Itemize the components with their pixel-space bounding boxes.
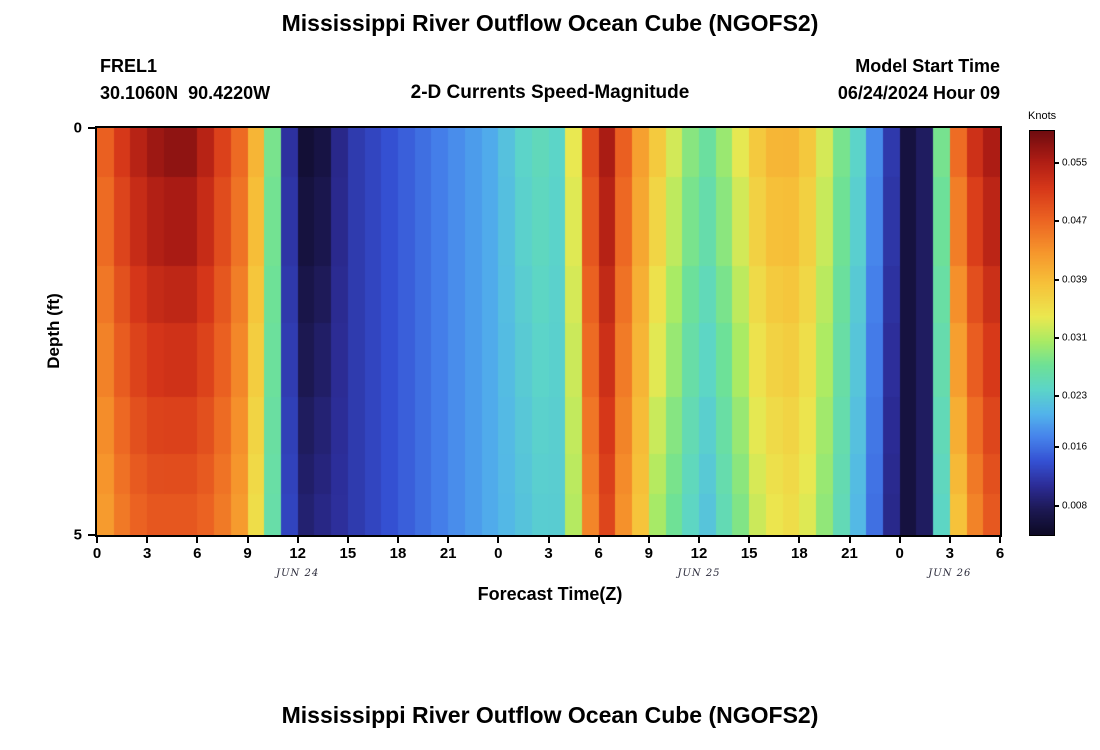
- x-tick-label: 6: [995, 545, 1005, 562]
- page-title: Mississippi River Outflow Ocean Cube (NG…: [281, 10, 819, 36]
- x-tick-label: 15: [740, 545, 758, 562]
- x-date-label: JUN 25: [677, 568, 721, 579]
- x-tick-label: 21: [439, 545, 457, 562]
- x-tick-mark: [447, 537, 450, 543]
- model-start-time-label: Model Start Time: [855, 56, 1000, 76]
- x-tick-mark: [848, 537, 851, 543]
- x-tick-label: 0: [895, 545, 904, 562]
- x-tick-label: 0: [92, 545, 102, 562]
- station-id: FREL1: [100, 56, 158, 76]
- colorbar-tick-mark: [1055, 278, 1059, 281]
- x-tick-mark: [296, 537, 299, 543]
- x-tick-mark: [246, 537, 249, 543]
- colorbar-title: Knots: [1028, 110, 1057, 122]
- x-tick-label: 15: [339, 545, 357, 562]
- x-tick-mark: [698, 537, 700, 543]
- heatmap-plot-area: [95, 126, 1002, 537]
- colorbar-tick-label: 0.047: [1062, 215, 1088, 227]
- x-tick-mark: [748, 537, 751, 543]
- x-tick-label: 9: [243, 545, 252, 562]
- x-tick-label: 9: [644, 545, 653, 562]
- colorbar-tick-label: 0.023: [1062, 390, 1088, 402]
- colorbar-tick-label: 0.039: [1062, 274, 1088, 286]
- y-tick-mark: [88, 534, 95, 536]
- x-tick-mark: [948, 537, 951, 543]
- x-tick-label: 6: [193, 545, 202, 562]
- colorbar-tick-mark: [1055, 162, 1059, 165]
- colorbar-tick-mark: [1055, 504, 1059, 507]
- colorbar: [1029, 130, 1055, 536]
- plot-subtitle: 2-D Currents Speed-Magnitude: [410, 82, 690, 103]
- x-tick-mark: [346, 537, 349, 543]
- colorbar-tick-mark: [1055, 220, 1059, 223]
- colorbar-tick-mark: [1055, 337, 1059, 340]
- x-tick-mark: [999, 537, 1001, 543]
- x-tick-mark: [96, 537, 98, 543]
- colorbar-tick-label: 0.008: [1062, 500, 1088, 512]
- y-tick-mark: [88, 127, 95, 129]
- heatmap-canvas: [97, 128, 1000, 535]
- x-tick-label: 3: [544, 545, 553, 562]
- x-tick-label: 3: [945, 545, 954, 562]
- x-tick-mark: [798, 537, 801, 543]
- y-axis-label: Depth (ft): [44, 293, 63, 369]
- model-start-time-value: 06/24/2024 Hour 09: [837, 83, 1000, 103]
- x-tick-label: 6: [594, 545, 603, 562]
- x-tick-mark: [898, 537, 901, 543]
- x-tick-mark: [547, 537, 550, 543]
- x-tick-mark: [397, 537, 399, 543]
- x-tick-label: 18: [389, 545, 407, 562]
- x-tick-label: 21: [841, 545, 858, 562]
- x-axis-label: Forecast Time(Z): [477, 584, 623, 604]
- colorbar-tick-mark: [1055, 446, 1059, 449]
- next-panel-title: Mississippi River Outflow Ocean Cube (NG…: [281, 702, 819, 728]
- x-tick-label: 3: [142, 545, 152, 562]
- y-tick-label: 5: [73, 526, 82, 544]
- x-tick-mark: [196, 537, 199, 543]
- x-tick-label: 12: [690, 545, 708, 562]
- y-tick-label: 0: [73, 119, 82, 137]
- x-tick-label: 18: [790, 545, 808, 562]
- station-coordinates: 30.1060N 90.4220W: [100, 83, 271, 103]
- colorbar-canvas: [1030, 131, 1054, 535]
- x-tick-label: 0: [494, 545, 503, 562]
- x-date-label: JUN 24: [276, 568, 320, 579]
- x-tick-mark: [146, 537, 149, 543]
- colorbar-tick-label: 0.016: [1062, 441, 1088, 453]
- x-tick-label: 12: [289, 545, 306, 562]
- x-tick-mark: [597, 537, 600, 543]
- colorbar-tick-label: 0.055: [1062, 157, 1088, 169]
- colorbar-tick-mark: [1055, 395, 1059, 398]
- x-tick-mark: [647, 537, 650, 543]
- x-date-label: JUN 26: [928, 568, 972, 579]
- x-tick-mark: [497, 537, 500, 543]
- colorbar-tick-label: 0.031: [1062, 332, 1088, 344]
